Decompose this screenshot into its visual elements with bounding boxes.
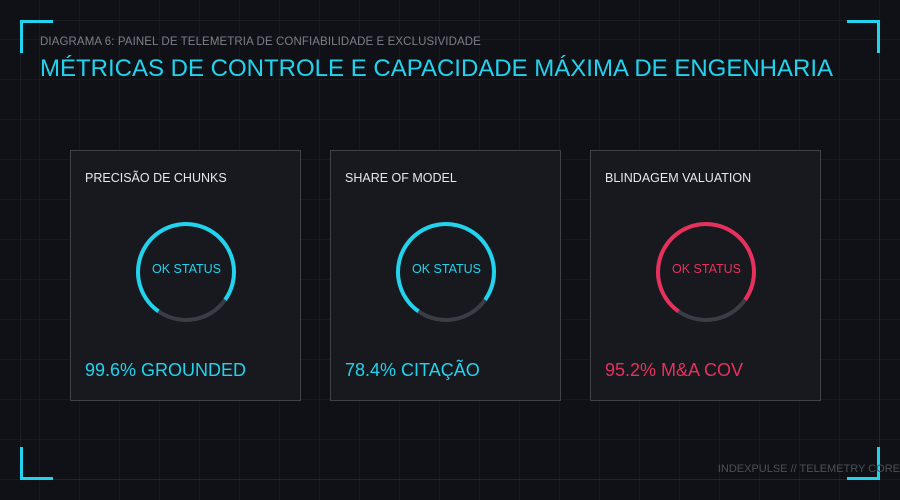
card-label: SHARE OF MODEL — [345, 171, 457, 185]
corner-bracket-top-left — [20, 20, 53, 53]
card-label: PRECISÃO DE CHUNKS — [85, 171, 227, 185]
metric-card-share-of-model: SHARE OF MODEL OK STATUS 78.4% CITAÇÃO — [330, 150, 561, 401]
metric-value: 78.4% CITAÇÃO — [345, 360, 480, 380]
diagram-subtitle: DIAGRAMA 6: PAINEL DE TELEMETRIA DE CONF… — [40, 36, 481, 48]
page-title: MÉTRICAS DE CONTROLE E CAPACIDADE MÁXIMA… — [40, 55, 834, 82]
gauge-status-text: OK STATUS — [672, 262, 741, 276]
gauge-status-text: OK STATUS — [152, 262, 221, 276]
card-label: BLINDAGEM VALUATION — [605, 171, 752, 185]
dashboard-frame — [20, 20, 880, 480]
metric-value: 95.2% M&A COV — [605, 360, 744, 380]
corner-bracket-bottom-right — [847, 447, 880, 480]
gauge-arc — [656, 222, 756, 322]
metric-value: 99.6% GROUNDED — [85, 360, 247, 380]
metric-card-valuation-shield: BLINDAGEM VALUATION OK STATUS 95.2% M&A … — [590, 150, 821, 401]
metric-card-chunk-precision: PRECISÃO DE CHUNKS OK STATUS 99.6% GROUN… — [70, 150, 301, 401]
gauge-arc — [396, 222, 496, 322]
corner-bracket-bottom-left — [20, 447, 53, 480]
status-ring-gauge — [656, 222, 756, 322]
footer-brand: INDEXPULSE // TELEMETRY CORE — [717, 463, 900, 475]
status-ring-gauge — [136, 222, 237, 322]
gauge-status-text: OK STATUS — [412, 262, 481, 276]
status-ring-gauge — [396, 222, 496, 322]
corner-bracket-top-right — [847, 20, 880, 53]
